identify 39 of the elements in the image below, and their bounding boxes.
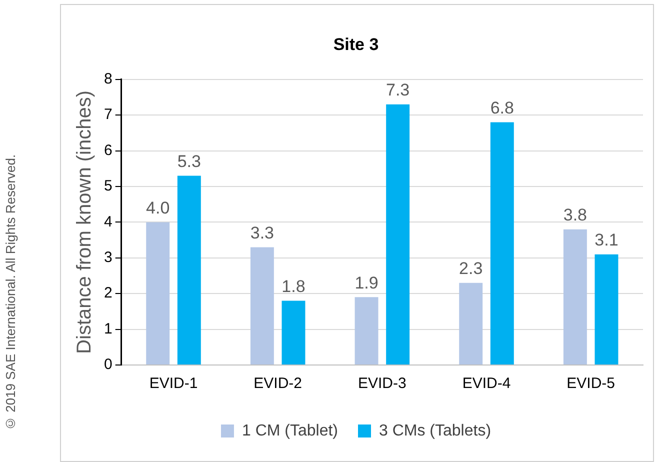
x-tick-label: EVID-1 [149,375,198,392]
data-label: 4.0 [146,198,170,218]
legend-label: 3 CMs (Tablets) [379,422,492,440]
y-tick-label: 6 [104,142,112,159]
bar [386,104,410,364]
bar [177,176,201,364]
data-label: 3.8 [563,206,588,225]
bar [563,229,587,364]
x-tick-label: EVID-2 [254,375,302,392]
bar [146,222,170,364]
y-tick-label: 0 [104,356,112,374]
y-tick-label: 4 [104,213,112,230]
x-tick-label: EVID-3 [358,375,406,392]
x-tick-label: EVID-5 [566,375,616,392]
y-tick-label: 5 [104,178,112,195]
x-tick-label: EVID-4 [462,375,511,392]
data-label: 3.1 [594,230,618,250]
y-tick-label: 2 [104,284,112,302]
bar [459,282,483,364]
data-label: 1.9 [354,273,378,292]
y-tick-label: 7 [104,106,112,124]
data-label: 3.3 [250,223,274,242]
data-label: 5.3 [177,152,201,171]
legend-label: 1 CM (Tablet) [242,422,338,440]
y-tick-label: 3 [104,249,112,266]
data-label: 2.3 [459,259,483,278]
y-tick-label: 8 [104,70,112,88]
y-axis-title: Distance from known (inches) [74,90,96,354]
bar [282,300,306,364]
data-label: 1.8 [282,276,306,296]
data-label: 7.3 [386,80,410,100]
bar [354,297,378,364]
bar [250,247,274,364]
bar [490,122,514,364]
bar [594,254,618,364]
text: © 2019 SAE International. All Rights Reserved. [3,153,18,433]
chart-title: Site 3 [333,34,379,54]
y-tick-label: 1 [104,320,112,338]
data-label: 6.8 [490,98,514,118]
